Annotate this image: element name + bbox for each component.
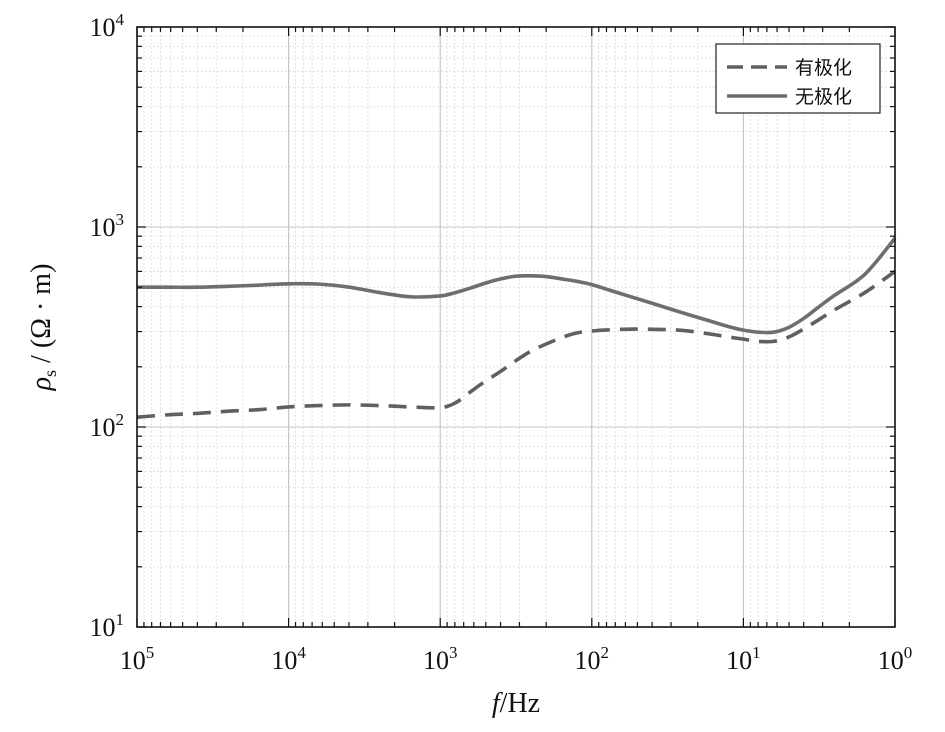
- y-tick-label: 104: [90, 10, 125, 42]
- series-line-nonpolarized: [136, 236, 897, 335]
- series-line-polarized: [136, 269, 897, 419]
- x-tick-label: 101: [726, 643, 761, 675]
- series-layer: [136, 236, 897, 419]
- y-tick-labels: 104 103 102 101: [90, 10, 125, 642]
- y-tick-label: 101: [90, 610, 125, 642]
- y-tick-label: 103: [90, 210, 125, 242]
- x-tick-label: 102: [575, 643, 610, 675]
- legend-box: [715, 43, 881, 114]
- plot-background: [137, 27, 895, 627]
- x-tick-label: 105: [120, 643, 155, 675]
- y-axis-label: ρs / (Ω · m): [26, 264, 60, 392]
- legend: 有极化 无极化: [715, 43, 881, 114]
- ticks: [136, 26, 896, 628]
- plot-frame: [136, 26, 896, 628]
- legend-label-polarized: 有极化: [795, 57, 852, 79]
- x-tick-label: 100: [878, 643, 913, 675]
- x-tick-labels: 105 104 103 102 101 100: [120, 643, 913, 675]
- legend-label-nonpolarized: 无极化: [795, 86, 852, 108]
- y-tick-label: 102: [90, 410, 125, 442]
- x-tick-label: 104: [271, 643, 306, 675]
- x-tick-label: 103: [423, 643, 458, 675]
- x-axis-label: f/Hz: [492, 688, 540, 719]
